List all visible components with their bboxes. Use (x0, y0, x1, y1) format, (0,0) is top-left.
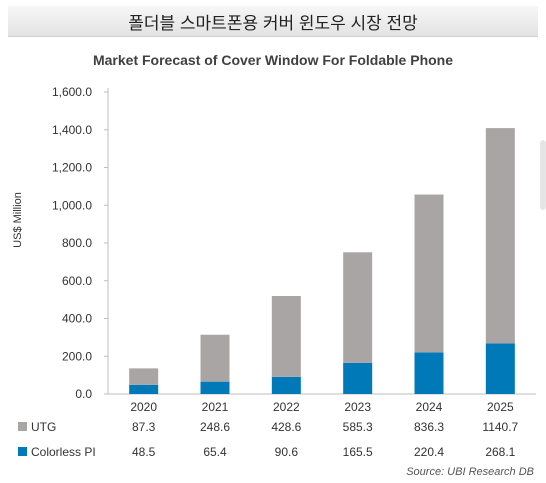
bar-utg-2020 (129, 368, 159, 385)
table-value: 428.6 (271, 420, 301, 434)
chart-title: Market Forecast of Cover Window For Fold… (92, 52, 454, 68)
table-value: 220.4 (414, 445, 444, 459)
table-value: 1140.7 (482, 420, 518, 434)
y-tick-label: 1,400.0 (52, 123, 92, 137)
banner: 폴더블 스마트폰용 커버 윈도우 시장 전망 (8, 6, 538, 37)
bar-utg-2025 (485, 128, 515, 344)
bar-colorless-pi-2022 (271, 376, 301, 394)
y-tick-label: 1,000.0 (52, 198, 92, 212)
bar-colorless-pi-2021 (200, 381, 230, 394)
x-tick-label: 2023 (344, 400, 371, 414)
bar-colorless-pi-2025 (485, 343, 515, 394)
table-value: 836.3 (414, 420, 444, 434)
bar-colorless-pi-2020 (129, 384, 159, 394)
bar-utg-2022 (271, 296, 301, 377)
y-tick-label: 800.0 (62, 236, 92, 250)
bar-utg-2023 (343, 252, 373, 363)
table-value: 48.5 (132, 445, 156, 459)
x-tick-label: 2024 (416, 400, 443, 414)
y-tick-label: 400.0 (62, 312, 92, 326)
y-tick-label: 1,200.0 (52, 161, 92, 175)
scrollbar-thumb[interactable] (540, 140, 546, 210)
legend-label-utg: UTG (31, 420, 56, 434)
legend-swatch-colorless-pi (18, 447, 27, 456)
table-value: 90.6 (275, 445, 299, 459)
table-value: 65.4 (203, 445, 227, 459)
x-tick-label: 2025 (487, 400, 514, 414)
legend-swatch-utg (18, 422, 27, 431)
bar-utg-2024 (414, 194, 444, 353)
y-tick-label: 200.0 (62, 349, 92, 363)
x-tick-label: 2020 (130, 400, 157, 414)
bar-utg-2021 (200, 334, 230, 382)
x-tick-label: 2022 (273, 400, 300, 414)
banner-title: 폴더블 스마트폰용 커버 윈도우 시장 전망 (128, 13, 418, 33)
legend-label-colorless-pi: Colorless PI (31, 445, 96, 459)
y-tick-label: 1,600.0 (52, 85, 92, 99)
bar-colorless-pi-2024 (414, 352, 444, 394)
y-tick-label: 600.0 (62, 274, 92, 288)
y-tick-label: 0.0 (75, 387, 92, 401)
source-note: Source: UBI Research DB (406, 466, 534, 478)
table-value: 248.6 (200, 420, 230, 434)
x-tick-label: 2021 (202, 400, 229, 414)
table-value: 585.3 (343, 420, 373, 434)
table-value: 87.3 (132, 420, 156, 434)
table-value: 268.1 (485, 445, 515, 459)
table-value: 165.5 (343, 445, 373, 459)
bar-colorless-pi-2023 (343, 362, 373, 394)
